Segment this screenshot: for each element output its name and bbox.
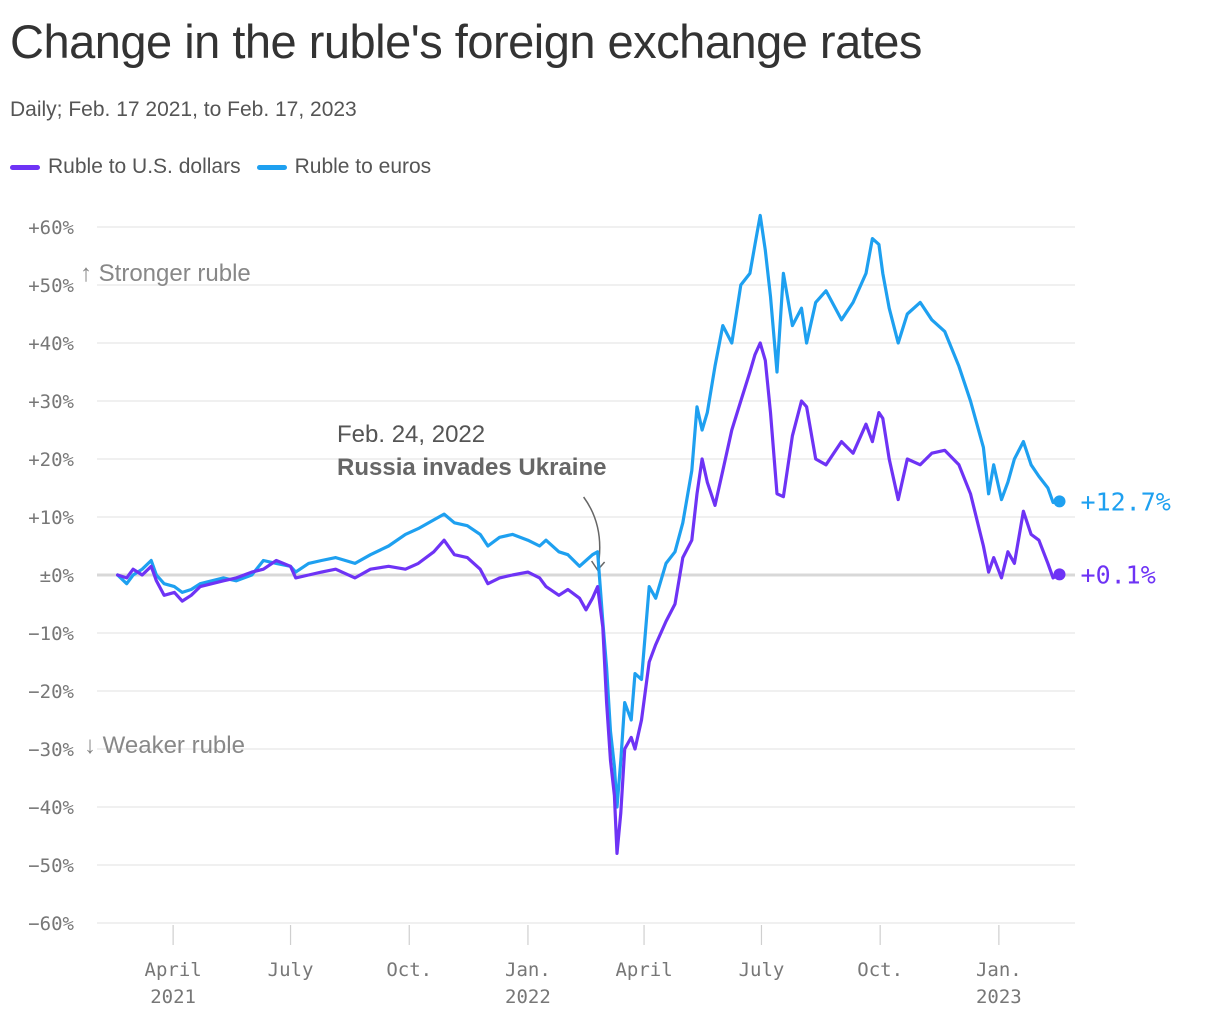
y-tick-label: +40% <box>28 333 74 355</box>
weaker-ruble-note: ↓ Weaker ruble <box>84 732 245 759</box>
y-tick-label: +20% <box>28 449 74 471</box>
x-tick-year-label: 2021 <box>150 986 196 1008</box>
series-line-eur <box>116 213 1062 809</box>
y-tick-label: −40% <box>28 797 74 819</box>
x-tick-label: July <box>739 959 785 981</box>
end-label-usd: +0.1% <box>1081 560 1156 589</box>
y-tick-label: −20% <box>28 681 74 703</box>
legend-swatch-eur <box>256 164 287 170</box>
x-axis: April 2021 July Oct. Jan. 2022 April July Oct. Ja… <box>145 925 1022 1008</box>
chart-title: Change in the ruble's foreign exchange r… <box>10 15 922 68</box>
legend-label-usd: Ruble to U.S. dollars <box>48 155 241 178</box>
x-tick-label: July <box>268 959 314 981</box>
y-tick-label: +60% <box>28 217 74 239</box>
y-tick-label: +30% <box>28 391 74 413</box>
series-layer <box>116 213 1066 855</box>
x-tick-label: Oct. <box>857 959 903 981</box>
notes-layer: ↑ Stronger ruble ↓ Weaker ruble Feb. 24,… <box>80 260 606 759</box>
legend-swatch-usd <box>10 164 40 170</box>
x-tick-label: Jan. <box>976 959 1022 981</box>
legend-item-usd: Ruble to U.S. dollars <box>10 155 241 179</box>
y-axis: +60% +50% +40% +30% +20% +10% ±0% −10% −20% −30% −… <box>28 217 74 935</box>
y-tick-label: −50% <box>28 855 74 877</box>
legend: Ruble to U.S. dollars Ruble to euros <box>10 155 447 179</box>
y-tick-label: +50% <box>28 275 74 297</box>
x-tick-label: Oct. <box>386 959 432 981</box>
stronger-ruble-note: ↑ Stronger ruble <box>80 260 251 287</box>
x-tick-year-label: 2023 <box>976 986 1022 1008</box>
y-tick-label: −10% <box>28 623 74 645</box>
end-point-eur <box>1053 495 1066 508</box>
event-date-annotation: Feb. 24, 2022 <box>337 421 485 448</box>
x-tick-label: April <box>145 959 202 981</box>
event-label-annotation: Russia invades Ukraine <box>337 454 606 481</box>
y-tick-label: ±0% <box>40 565 75 587</box>
legend-item-eur: Ruble to euros <box>256 155 432 179</box>
end-point-usd <box>1053 568 1066 581</box>
grid-layer <box>97 226 1075 924</box>
x-tick-year-label: 2022 <box>505 986 551 1008</box>
y-tick-label: −30% <box>28 739 74 761</box>
end-label-eur: +12.7% <box>1081 487 1171 516</box>
y-tick-label: +10% <box>28 507 74 529</box>
chart-subtitle: Daily; Feb. 17 2021, to Feb. 17, 2023 <box>10 98 357 121</box>
y-tick-label: −60% <box>28 913 74 935</box>
end-labels: +12.7% +0.1% <box>1081 487 1171 589</box>
x-tick-label: Jan. <box>505 959 551 981</box>
series-line-usd <box>116 341 1062 855</box>
legend-label-eur: Ruble to euros <box>294 155 432 178</box>
x-tick-label: April <box>615 959 672 981</box>
